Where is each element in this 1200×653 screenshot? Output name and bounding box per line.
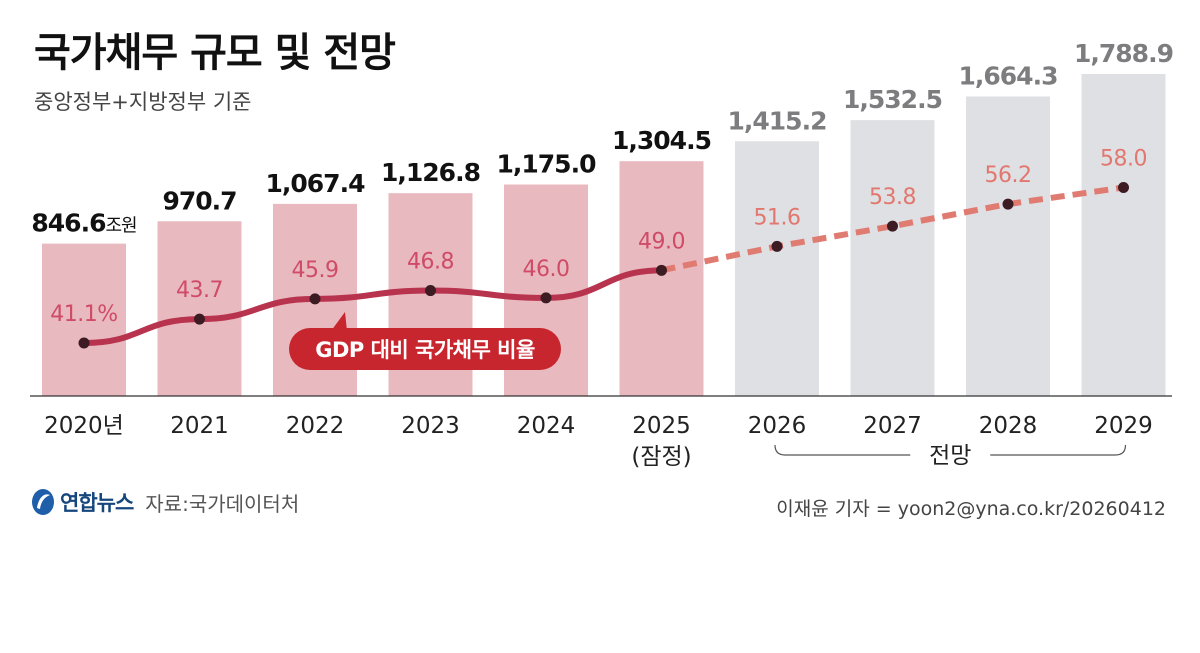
ratio-value-label: 43.7 [176,278,223,303]
ratio-point [1002,198,1014,210]
ratio-point [540,292,552,304]
bar [157,221,242,396]
footer-branding: 연합뉴스 자료:국가데이터처 [30,487,299,517]
bar-value-label: 1,415.2 [728,106,827,135]
ratio-value-label: 45.9 [292,258,339,283]
bar-value-label: 1,067.4 [266,169,366,198]
forecast-bracket-line [774,444,1127,456]
bar-value-label: 846.6조원 [31,209,136,238]
yonhap-logo-icon [32,489,54,515]
ratio-value-label: 46.8 [407,250,454,275]
bar-value-label: 970.7 [162,186,236,215]
ratio-point [771,240,783,252]
credit-text: 이재윤 기자 = yoon2@yna.co.kr/20260412 [776,498,1166,520]
callout-pill [289,328,561,370]
ratio-point [887,220,898,232]
bar [42,243,126,396]
callout-pointer [331,312,347,331]
ratio-value-label: 46.0 [523,257,570,282]
bar [850,120,935,397]
bar-value-label: 1,175.0 [497,150,597,179]
x-tick-label: 2028 [979,413,1038,439]
callout-label: GDP 대비 국가채무 비율 [315,338,535,362]
ratio-value-label: 49.0 [638,229,685,254]
ratio-value-label: 58.0 [1100,147,1147,172]
ratio-value-label: 56.2 [985,163,1032,188]
ratio-point [194,313,205,325]
bar-value-label: 1,126.8 [381,158,480,187]
bar [1081,73,1166,397]
forecast-bracket-label: 전망 [929,443,971,469]
x-tick-label: 2029 [1094,413,1153,439]
ratio-line-forecast [660,184,1124,274]
chart-title: 국가채무 규모 및 전망 [34,30,396,76]
bar [735,141,819,396]
ratio-line-actual [81,267,665,346]
bar [966,96,1050,397]
x-axis-ticks: 2020년 2021 2022 2023 2024 2025 (잠정) 2026 2027 202… [44,413,1153,470]
bar-value-label: 1,788.9 [1074,39,1173,68]
ratio-label-group: 41.1% 43.7 45.9 46.8 46.0 49.0 51.6 53.8 56.2 58.… [50,147,1147,327]
bar-group [42,73,1166,397]
x-tick-sublabel: (잠정) [631,444,691,470]
ratio-point [656,264,667,276]
ratio-point [309,293,321,305]
x-tick-label: 2027 [863,413,922,439]
ratio-point [78,337,90,349]
x-tick-label: 2025 [632,413,691,439]
logo-text: 연합뉴스 [60,491,134,515]
x-tick-label: 2022 [286,413,345,439]
bar-value-label: 1,532.5 [843,85,942,114]
x-tick-label: 2024 [517,413,576,439]
x-tick-label: 2026 [748,413,807,439]
ratio-point [425,285,436,297]
ratio-value-label: 51.6 [754,205,801,230]
ratio-value-label: 41.1% [50,302,117,327]
bar-value-unit: 조원 [105,216,136,237]
forecast-bracket: 전망 [774,443,1127,469]
source-text: 자료:국가데이터처 [145,491,300,516]
ratio-value-label: 53.8 [869,185,916,210]
ratio-line-group [78,182,1129,349]
x-tick-label: 2021 [170,413,229,439]
x-tick-label: 2023 [401,413,460,439]
bar-value-label: 1,304.5 [612,126,711,155]
ratio-point [1118,182,1129,194]
bar [619,161,704,396]
chart-subtitle: 중앙정부+지방정부 기준 [34,90,252,114]
bar-value-label: 1,664.3 [959,61,1058,90]
bar-label-group: 846.6조원 970.7 1,067.4 1,126.8 1,175.0 1,304.5… [31,39,1174,238]
ratio-series-callout: GDP 대비 국가채무 비율 [289,312,561,370]
x-tick-label: 2020년 [44,413,124,439]
